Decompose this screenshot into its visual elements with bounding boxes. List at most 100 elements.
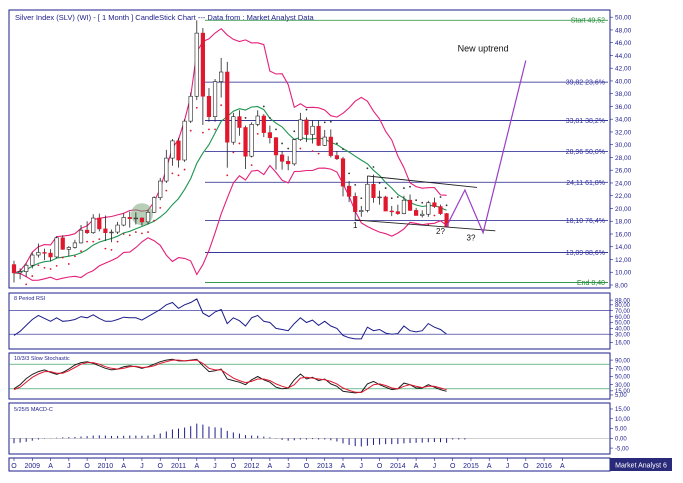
sar-dot bbox=[74, 255, 76, 258]
sar-dot bbox=[354, 183, 357, 186]
sar-dot bbox=[329, 120, 332, 123]
y-tick-label: 0,00 bbox=[615, 437, 627, 443]
sar-dot bbox=[67, 263, 70, 265]
rsi-panel: 8 Period RSI 88,0080,0070,0060,0050,0040… bbox=[8, 292, 631, 350]
sar-dot bbox=[409, 185, 411, 188]
y-tick-label: 38,00 bbox=[615, 91, 632, 98]
candle-body bbox=[78, 229, 84, 244]
sar-dot bbox=[323, 121, 326, 124]
candle bbox=[158, 177, 163, 201]
candle bbox=[383, 195, 388, 212]
candle-body bbox=[255, 115, 260, 125]
y-tick-label: 40,00 bbox=[615, 327, 631, 333]
y-tick-label: 60,00 bbox=[615, 315, 631, 321]
candle bbox=[420, 210, 425, 218]
candle-body bbox=[438, 206, 443, 214]
parabolic-sar bbox=[25, 104, 448, 286]
sar-dot bbox=[256, 132, 259, 135]
sar-dot bbox=[287, 147, 290, 150]
candle bbox=[42, 248, 47, 261]
y-tick-label: 48,00 bbox=[615, 27, 632, 34]
sar-dot bbox=[147, 231, 149, 233]
candle bbox=[395, 204, 400, 215]
y-tick-label: 16,00 bbox=[615, 341, 631, 347]
candle-body bbox=[115, 224, 120, 233]
y-tick-label: 20,00 bbox=[615, 206, 632, 213]
sar-dot bbox=[293, 130, 296, 133]
candle-body bbox=[310, 125, 315, 135]
candle-body bbox=[420, 213, 425, 216]
candle bbox=[78, 225, 84, 244]
stochastic-k-line bbox=[13, 358, 447, 394]
sar-dot bbox=[238, 142, 241, 145]
candle bbox=[133, 212, 138, 225]
sar-dot bbox=[390, 197, 393, 200]
x-tick-label: O bbox=[11, 463, 17, 470]
fib-levels: Start 49,52 39,82 23,6% 33,81 38,2% 28,96 5… bbox=[205, 18, 608, 287]
candle-body bbox=[66, 247, 71, 250]
price-y-axis: 50,00 48,00 46,00 44,00 42,00 40,00 38,00 36,00… bbox=[610, 15, 632, 290]
candle-body bbox=[127, 217, 132, 219]
candle bbox=[407, 194, 413, 212]
stochastic-panel: 10/3/3 Slow Stochastic 90,00 70,00 50,00 30… bbox=[8, 352, 631, 400]
price-panel-frame bbox=[8, 9, 611, 289]
candle bbox=[310, 120, 315, 144]
candle bbox=[444, 212, 449, 227]
fib-label: 39,82 23,6% bbox=[566, 80, 605, 87]
sar-dot bbox=[415, 199, 418, 202]
moving-average bbox=[13, 106, 447, 274]
sar-dot bbox=[49, 268, 52, 270]
y-tick-label: 32,00 bbox=[615, 129, 632, 136]
sar-dot bbox=[275, 128, 277, 131]
sar-dot bbox=[92, 240, 95, 243]
x-axis-ticks: O 2009 A J O 2010 A J O 2011 A J O 2012 A J O 2013 A J O 2014… bbox=[11, 458, 565, 470]
candle-body bbox=[133, 217, 138, 220]
candle-body bbox=[176, 140, 181, 161]
moving-average-line bbox=[13, 106, 447, 274]
candle bbox=[139, 217, 145, 226]
candle-body bbox=[11, 264, 17, 274]
candle bbox=[182, 119, 187, 162]
candle-body bbox=[353, 196, 358, 212]
candle bbox=[194, 20, 199, 101]
y-tick-label: 50,00 bbox=[615, 321, 631, 327]
candle-body bbox=[377, 196, 382, 199]
sar-dot bbox=[189, 129, 192, 132]
candle-body bbox=[249, 124, 254, 157]
sar-dot bbox=[384, 187, 387, 189]
y-tick-label: 15,00 bbox=[615, 407, 631, 413]
annotation: 3? bbox=[467, 233, 476, 242]
sar-dot bbox=[116, 240, 119, 243]
bollinger-upper bbox=[13, 27, 447, 274]
y-tick-label: 10,00 bbox=[615, 270, 632, 277]
fib-label: 24,11 61,8% bbox=[566, 180, 605, 187]
fib-label: 13,09 88,6% bbox=[566, 250, 605, 257]
y-tick-label: 40,00 bbox=[615, 78, 632, 85]
rsi-title: 8 Period RSI bbox=[14, 296, 46, 302]
candle-body bbox=[414, 210, 419, 216]
bollinger-lower bbox=[13, 164, 447, 281]
sar-dot bbox=[31, 275, 34, 277]
y-tick-label: 5,00 bbox=[615, 393, 627, 399]
x-tick-label: A bbox=[268, 463, 273, 470]
candle-body bbox=[170, 140, 175, 159]
sar-dot bbox=[232, 151, 235, 154]
candle bbox=[30, 252, 35, 269]
x-tick-label: O bbox=[304, 463, 310, 470]
y-tick-label: 30,00 bbox=[615, 142, 632, 149]
y-tick-label: 28,00 bbox=[615, 155, 632, 162]
candle bbox=[164, 149, 169, 183]
x-tick-label: 2011 bbox=[171, 463, 186, 470]
candle-body bbox=[328, 136, 333, 156]
sar-dot bbox=[250, 164, 253, 167]
candle bbox=[225, 61, 230, 168]
candle-body bbox=[225, 71, 230, 143]
candle-body bbox=[359, 210, 364, 212]
y-tick-label: 80,00 bbox=[615, 303, 631, 309]
bollinger-bands bbox=[13, 27, 447, 281]
candle bbox=[17, 268, 23, 280]
sar-dot bbox=[208, 128, 210, 131]
x-tick-label: J bbox=[67, 463, 71, 470]
candle-body bbox=[42, 252, 47, 254]
